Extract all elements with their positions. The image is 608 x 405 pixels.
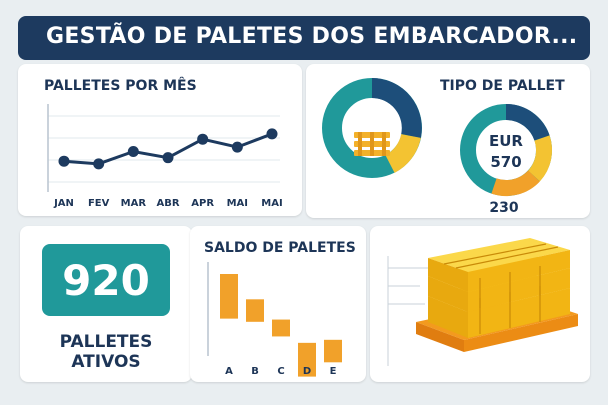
x-tick-label: E (330, 366, 337, 377)
donut-right-navy-segment (505, 104, 550, 141)
x-tick-label: C (277, 366, 284, 377)
x-tick-label: MAR (121, 198, 147, 209)
line-point-2 (127, 146, 139, 158)
donut-chart-right (460, 104, 552, 196)
line-point-5 (231, 141, 243, 153)
donut-left-navy-segment (371, 78, 422, 138)
line-point-0 (58, 155, 70, 167)
balance-chart-title: SALDO DE PALETES (204, 240, 356, 256)
pallet-type-title: TIPO DE PALLET (440, 78, 565, 94)
x-tick-label: D (303, 366, 311, 377)
donut-center-label: EUR (489, 132, 523, 150)
x-tick-label: A (225, 366, 233, 377)
x-tick-label: JAN (53, 198, 74, 209)
bar-B (246, 299, 264, 322)
line-point-6 (266, 128, 278, 140)
donut-chart-left (322, 78, 422, 178)
kpi-label-line2: ATIVOS (71, 352, 141, 372)
line-point-1 (93, 158, 105, 170)
line-point-3 (162, 152, 174, 164)
pallet-icon (354, 132, 390, 156)
pallet-type-panel: TIPO DE PALLET EUR 570 230 (306, 64, 590, 218)
kpi-value: 920 (42, 244, 170, 316)
bar-E (324, 339, 342, 363)
monthly-line-chart: JAN FEV MAR ABR APR MAI MAI (47, 104, 283, 209)
x-tick-label: MAI (261, 198, 282, 209)
x-tick-label: APR (191, 198, 214, 209)
donut-right-orange-segment (491, 170, 540, 196)
dashboard-header: GESTÃO DE PALETES DOS EMBARCADOR... (18, 16, 590, 60)
kpi-label-line1: PALLETES (59, 332, 153, 352)
monthly-chart-title: PALLETES POR MÊS (44, 78, 197, 94)
line-point-4 (197, 133, 209, 145)
bar-D (298, 342, 316, 377)
x-tick-label: FEV (88, 198, 110, 209)
pallet-type-donuts: EUR 570 230 (322, 78, 552, 216)
donut-bottom-value: 230 (489, 200, 518, 216)
x-tick-label: MAI (227, 198, 248, 209)
bar-A (220, 274, 238, 319)
donut-center-value: 570 (490, 153, 521, 171)
x-tick-label: B (251, 366, 259, 377)
page-title: GESTÃO DE PALETES DOS EMBARCADOR... (46, 24, 578, 49)
balance-bar-chart: A B C D E (207, 262, 342, 377)
donut-left-yellow-segment (384, 133, 421, 173)
kpi-panel: 920 PALLETES ATIVOS (20, 226, 192, 382)
donut-right-yellow-segment (527, 135, 552, 182)
x-tick-label: ABR (156, 198, 179, 209)
balance-chart-panel: SALDO DE PALETES A B C D E (190, 226, 366, 382)
monthly-chart-panel: PALLETES POR MÊS JAN FEV MAR ABR APR MAI MAI (18, 64, 302, 216)
illustration-panel (370, 226, 590, 382)
bar-C (272, 319, 290, 337)
stacked-pallets-icon (387, 238, 578, 366)
